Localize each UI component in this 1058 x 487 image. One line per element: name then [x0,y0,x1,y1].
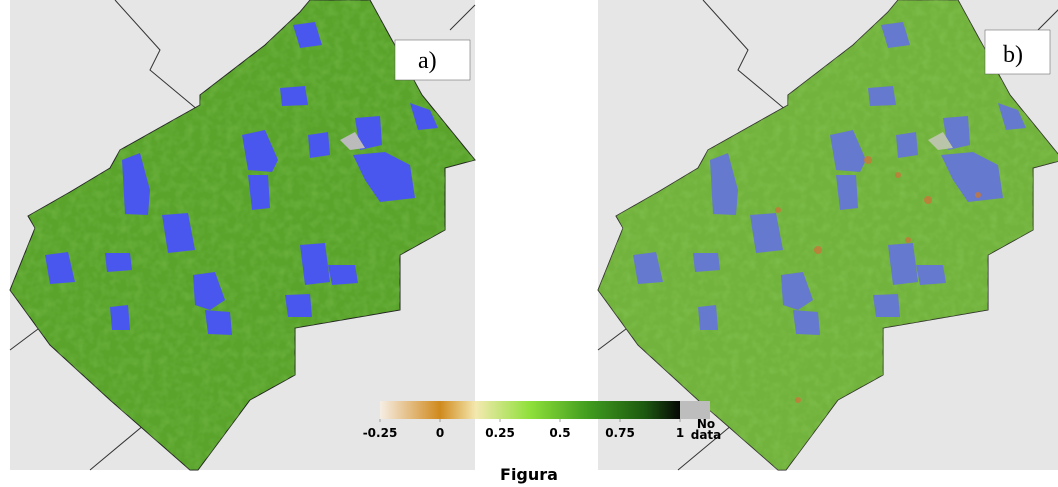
tick-label: 0.5 [549,426,570,440]
figure: a) b) -0.25 0 0.25 0.5 0.75 1 No data Figura [0,0,1058,487]
panel-label: b) [1003,42,1023,68]
caption: Figura [0,465,1058,484]
colorbar [380,401,680,419]
panel-label: a) [418,48,437,74]
tick-label: -0.25 [363,426,398,440]
tick-label: 1 [676,426,684,440]
tick-label: 0 [436,426,444,440]
tick-label: 0.75 [605,426,635,440]
no-data-label: No data [688,419,724,441]
tick-label: 0.25 [485,426,515,440]
map-figure: a) b) -0.25 0 0.25 0.5 0.75 1 [0,0,1058,487]
